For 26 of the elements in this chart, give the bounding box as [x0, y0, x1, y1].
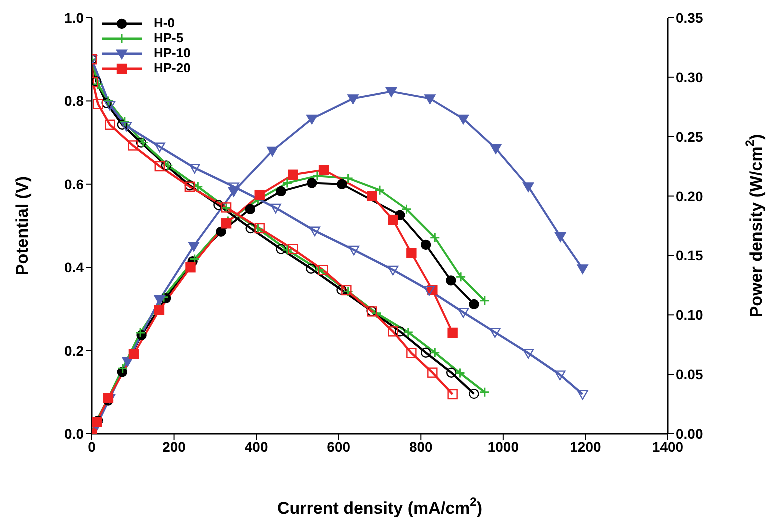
x-tick-label: 600: [327, 438, 351, 455]
y2-tick-label: 0.15: [676, 248, 704, 264]
legend-label: HP-20: [154, 60, 191, 76]
y-tick-label: 0.6: [64, 176, 84, 192]
y-tick-label: 0.4: [64, 260, 84, 276]
x-tick-label: 1200: [570, 438, 602, 455]
x-tick-label: 1000: [488, 438, 520, 455]
x-tick-label: 400: [244, 438, 268, 455]
y2-tick-label: 0.30: [676, 69, 704, 86]
y-axis-title: Potential (V): [13, 176, 32, 276]
x-axis-title: Current density (mA/cm$^{2}$): [277, 495, 483, 518]
y2-tick-label: 0.25: [676, 128, 704, 145]
x-tick-label: 0: [88, 438, 96, 455]
y2-tick-label: 0.10: [676, 307, 704, 324]
y-tick-label: 0.8: [64, 93, 84, 110]
legend-label: HP-10: [154, 45, 191, 60]
x-tick-label: 200: [162, 438, 186, 455]
y2-tick-label: 0.35: [676, 10, 704, 26]
y-tick-label: 0.0: [64, 426, 84, 442]
y-tick-label: 1.0: [64, 10, 84, 26]
x-tick-label: 800: [409, 438, 434, 455]
y-tick-label: 0.2: [64, 342, 84, 359]
y2-tick-label: 0.05: [676, 366, 704, 383]
legend-label: HP-5: [154, 30, 184, 46]
y2-tick-label: 0.20: [676, 188, 704, 204]
legend-label: H-0: [154, 15, 175, 30]
